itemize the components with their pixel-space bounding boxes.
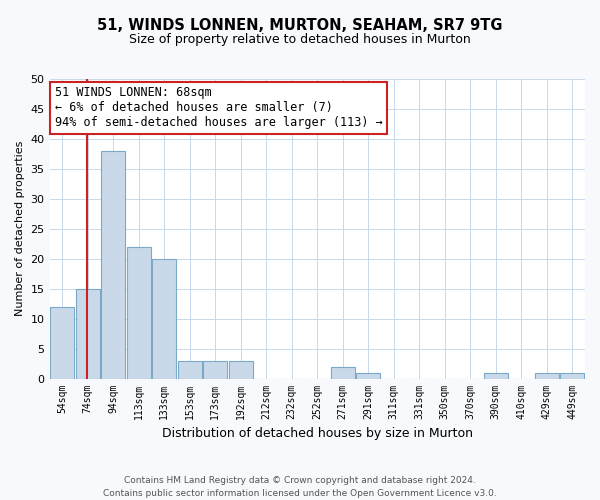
Text: 51, WINDS LONNEN, MURTON, SEAHAM, SR7 9TG: 51, WINDS LONNEN, MURTON, SEAHAM, SR7 9T… <box>97 18 503 32</box>
Bar <box>560 372 584 378</box>
Bar <box>356 372 380 378</box>
Bar <box>101 151 125 378</box>
Bar <box>203 360 227 378</box>
Title: 51, WINDS LONNEN, MURTON, SEAHAM, SR7 9TG
Size of property relative to detached : 51, WINDS LONNEN, MURTON, SEAHAM, SR7 9T… <box>0 499 1 500</box>
Bar <box>484 372 508 378</box>
Bar <box>76 288 100 378</box>
Bar <box>127 247 151 378</box>
Bar <box>229 360 253 378</box>
Bar <box>331 366 355 378</box>
Text: 51 WINDS LONNEN: 68sqm
← 6% of detached houses are smaller (7)
94% of semi-detac: 51 WINDS LONNEN: 68sqm ← 6% of detached … <box>55 86 383 130</box>
Bar <box>178 360 202 378</box>
Bar <box>50 306 74 378</box>
Text: Size of property relative to detached houses in Murton: Size of property relative to detached ho… <box>129 32 471 46</box>
X-axis label: Distribution of detached houses by size in Murton: Distribution of detached houses by size … <box>162 427 473 440</box>
Y-axis label: Number of detached properties: Number of detached properties <box>15 141 25 316</box>
Bar <box>535 372 559 378</box>
Text: Contains HM Land Registry data © Crown copyright and database right 2024.
Contai: Contains HM Land Registry data © Crown c… <box>103 476 497 498</box>
Bar <box>152 258 176 378</box>
